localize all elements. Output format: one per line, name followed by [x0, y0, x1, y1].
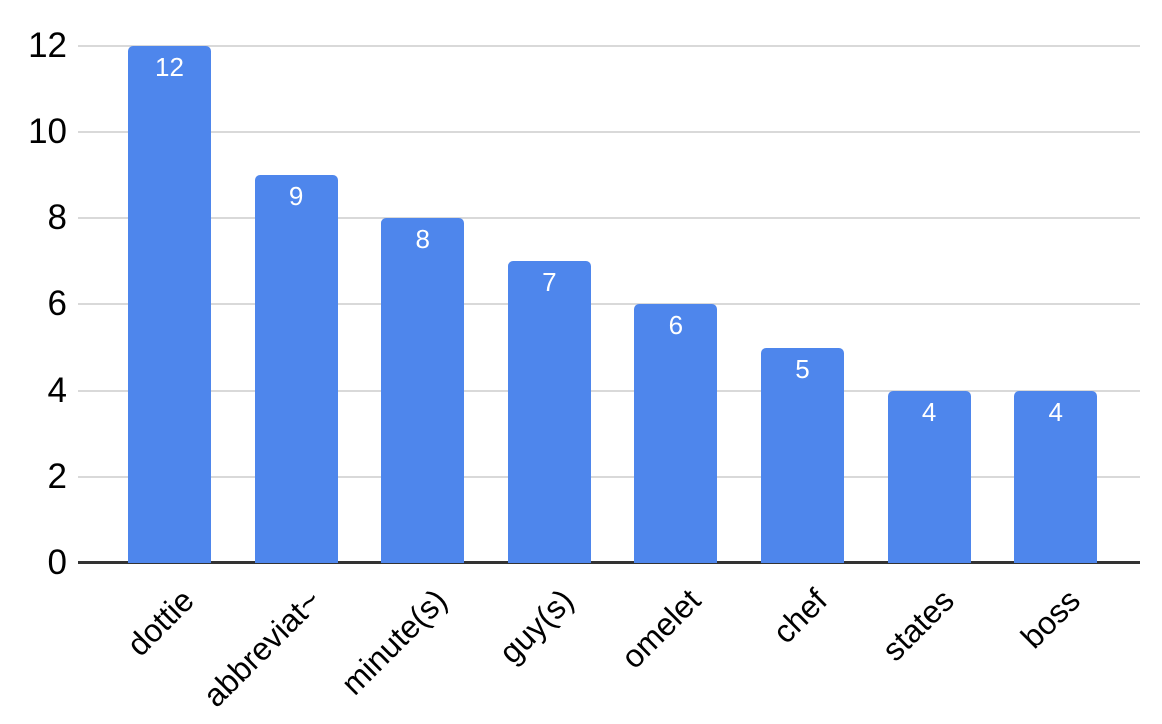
bar-value-label: 4	[921, 396, 937, 427]
x-category-label: boss	[1013, 582, 1088, 656]
x-category-label: states	[874, 582, 961, 668]
bar-value-label: 4	[1048, 396, 1063, 427]
x-category-label: chef	[765, 582, 834, 651]
x-axis-baseline	[78, 561, 1140, 564]
bar: 7	[507, 261, 591, 563]
bar: 5	[761, 347, 844, 563]
x-category-label: guy(s)	[492, 582, 581, 671]
gridline	[78, 217, 1140, 220]
bar: 6	[634, 304, 718, 563]
gridline	[78, 44, 1140, 47]
x-category-label: abbreviat~	[195, 582, 328, 714]
y-tick-label: 2	[47, 456, 67, 496]
bar-value-label: 5	[795, 353, 810, 384]
gridline	[78, 475, 1140, 478]
x-category-label: dottie	[120, 582, 201, 663]
bar: 4	[1014, 390, 1098, 563]
gridline	[78, 131, 1140, 133]
y-tick-label: 6	[47, 284, 67, 324]
gridline	[78, 303, 1140, 306]
gridline	[78, 389, 1140, 392]
y-tick-label: 0	[47, 543, 67, 582]
y-tick-label: 12	[28, 25, 67, 65]
y-tick-label: 8	[47, 198, 67, 238]
bar-value-label: 8	[415, 224, 430, 255]
y-tick-label: 4	[47, 370, 67, 410]
bar-value-label: 7	[542, 267, 557, 298]
bar: 12	[128, 45, 211, 563]
y-tick-label: 10	[28, 112, 67, 151]
bar-value-label: 9	[288, 181, 304, 212]
bar: 9	[254, 175, 338, 563]
x-category-label: minute(s)	[334, 582, 455, 702]
x-category-label: omelet	[613, 582, 708, 676]
bar: 8	[381, 218, 465, 563]
bar: 4	[887, 390, 971, 563]
bar-value-label: 12	[155, 51, 184, 82]
bar-value-label: 6	[668, 310, 684, 341]
